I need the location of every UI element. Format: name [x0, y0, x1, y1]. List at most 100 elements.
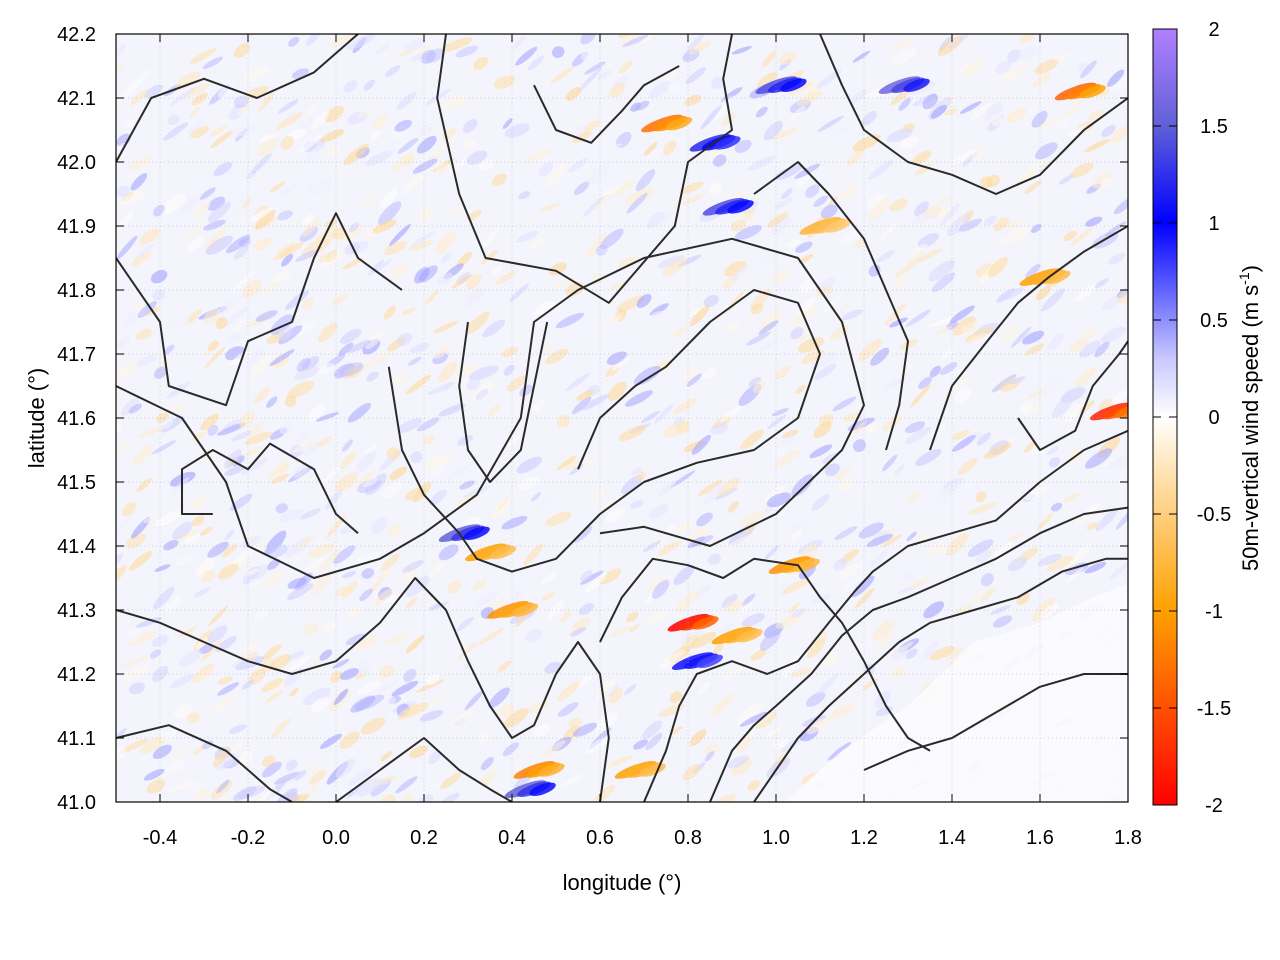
- field-cell: [231, 657, 244, 668]
- field-cell: [1024, 180, 1042, 194]
- terrain-contour-line: [929, 225, 1128, 451]
- field-cell: [870, 549, 888, 568]
- field-cell: [174, 530, 199, 541]
- field-cell: [207, 541, 229, 558]
- field-cell: [563, 725, 581, 741]
- field-cell: [646, 148, 664, 160]
- field-cell: [116, 235, 138, 260]
- field-cell: [1045, 225, 1074, 240]
- field-cell: [573, 181, 590, 196]
- field-cell: [611, 755, 635, 766]
- field-cell: [868, 159, 894, 180]
- field-cell: [482, 319, 506, 338]
- terrain-contour-line: [116, 212, 403, 407]
- field-cell: [985, 174, 1001, 188]
- field-cell: [766, 414, 787, 430]
- field-cell: [216, 779, 230, 794]
- field-cell: [1111, 126, 1128, 143]
- field-cell: [462, 118, 478, 133]
- field-cell: [1073, 514, 1092, 525]
- terrain-contour-line: [863, 673, 1128, 771]
- field-cell: [922, 93, 939, 110]
- field-cell: [421, 50, 436, 64]
- field-cell: [449, 710, 473, 726]
- field-cell: [698, 764, 720, 784]
- field-cell: [448, 463, 472, 480]
- field-cell: [491, 266, 503, 275]
- field-cell: [746, 331, 771, 346]
- field-cell: [516, 230, 539, 243]
- field-cell: [395, 776, 418, 794]
- field-cell: [355, 635, 378, 651]
- field-cell: [557, 702, 579, 717]
- field-cell: [304, 145, 323, 164]
- field-cell: [301, 213, 315, 226]
- field-cell: [547, 600, 564, 620]
- field-cell: [918, 376, 933, 389]
- field-cell: [280, 135, 294, 150]
- field-cell: [348, 768, 374, 786]
- field-cell: [530, 491, 542, 502]
- terrain-contour-line: [753, 557, 1128, 802]
- field-cell: [195, 557, 216, 578]
- field-cell: [891, 666, 906, 677]
- field-cell: [888, 37, 917, 52]
- field-cell: [726, 189, 748, 202]
- y-axis-label: latitude (°): [24, 368, 49, 469]
- field-cell: [403, 668, 417, 683]
- field-cell: [829, 304, 852, 325]
- field-cell: [612, 356, 631, 371]
- field-cell: [227, 332, 242, 344]
- field-cell: [852, 50, 871, 63]
- field-cell: [541, 572, 557, 585]
- field-cell: [342, 571, 357, 579]
- field-cell: [479, 158, 494, 171]
- field-cell: [573, 525, 593, 543]
- field-cell: [929, 365, 941, 378]
- field-cell: [934, 196, 952, 207]
- field-cell: [222, 542, 238, 558]
- field-cell: [571, 617, 590, 634]
- field-cell: [129, 550, 153, 571]
- field-cell: [664, 525, 676, 535]
- field-cell: [480, 757, 494, 771]
- field-cell: [301, 297, 314, 310]
- field-cell: [295, 534, 317, 550]
- field-cell: [667, 81, 681, 92]
- field-cell: [119, 655, 150, 668]
- wind-hotspot: [714, 136, 741, 150]
- field-cell: [759, 340, 777, 351]
- field-cell: [519, 384, 533, 397]
- field-cell: [1100, 326, 1127, 344]
- colorbar-label-close: ): [1238, 265, 1263, 272]
- field-cell: [319, 549, 341, 573]
- field-cell: [401, 174, 424, 194]
- field-cell: [501, 515, 528, 530]
- field-cell: [401, 307, 416, 315]
- field-cell: [383, 305, 397, 320]
- field-cell: [287, 583, 314, 600]
- field-cell: [339, 731, 360, 749]
- field-cell: [217, 676, 233, 685]
- field-cell: [287, 381, 315, 399]
- field-cell: [606, 351, 628, 365]
- field-cell: [686, 373, 703, 387]
- field-cell: [284, 792, 299, 802]
- terrain-contour-line: [335, 737, 513, 802]
- field-cell: [551, 46, 565, 58]
- field-cell: [596, 678, 616, 699]
- field-cell: [806, 717, 830, 735]
- field-cell: [915, 248, 943, 263]
- field-cell: [210, 696, 234, 715]
- y-tick-label: 42.0: [57, 152, 96, 174]
- field-cell: [952, 429, 970, 441]
- field-cell: [370, 517, 388, 534]
- field-cell: [515, 613, 527, 628]
- terrain-contour-line: [116, 724, 293, 802]
- field-cell: [626, 611, 639, 623]
- field-cell: [584, 119, 601, 132]
- field-cell: [473, 56, 489, 70]
- field-cell: [1050, 502, 1063, 512]
- field-cell: [710, 794, 737, 802]
- field-cell: [1000, 227, 1030, 245]
